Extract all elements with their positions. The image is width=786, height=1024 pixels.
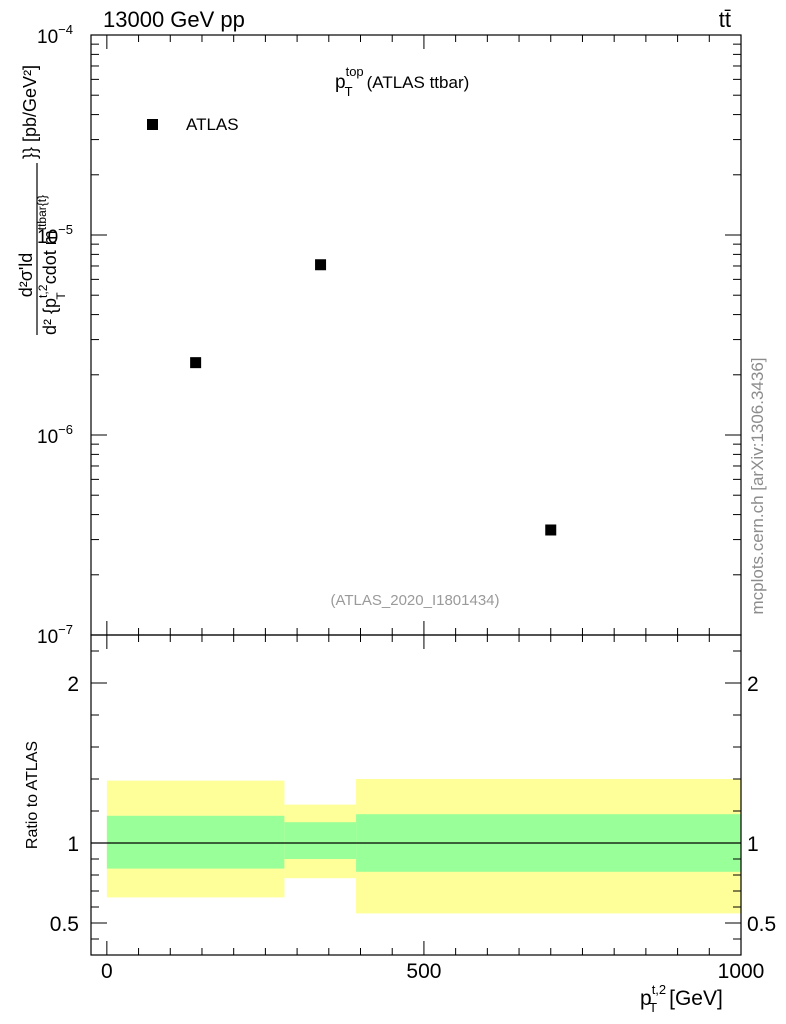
ratio-y-tick-labels-right: 0.5 1 2 — [747, 673, 776, 936]
plot-title: ptop T (ATLAS ttbar) — [335, 64, 469, 99]
ratio-y-tick-label: 2 — [747, 673, 759, 696]
data-point — [545, 524, 557, 536]
analysis-label: (ATLAS_2020_I1801434) — [330, 592, 499, 609]
main-y-tick-label-exponent: −6 — [58, 422, 73, 437]
plot-title-main: p — [335, 72, 346, 93]
main-y-tick-label-exponent: −7 — [58, 622, 73, 637]
main-y-tick-label-base: 10 — [37, 627, 58, 648]
uncertainty-band-inner — [106, 815, 285, 869]
legend-marker-atlas — [147, 119, 158, 130]
ratio-y-axis-label: Ratio to ATLAS — [24, 741, 41, 849]
y-label-den-a: d² {p — [40, 298, 60, 335]
main-y-tick-label-base: 10 — [37, 227, 58, 248]
main-y-tick-label-exponent: −4 — [58, 22, 73, 37]
x-tick-label: 0 — [101, 960, 113, 983]
legend-label-atlas: ATLAS — [186, 115, 239, 134]
y-label-den-a-sup: t,2 — [36, 284, 50, 298]
x-tick-labels: 0 500 1000 — [101, 960, 764, 983]
main-y-tick-label-exponent: −5 — [58, 222, 73, 237]
main-y-tick-label: 10−7 — [37, 622, 73, 648]
ratio-y-tick-labels-left: 0.5 1 2 — [50, 673, 79, 936]
x-tick-label: 1000 — [718, 960, 765, 983]
main-panel: ptop T (ATLAS ttbar) ATLAS (ATLAS_2020_I18… — [16, 22, 742, 648]
ratio-y-tick-label: 0.5 — [747, 913, 776, 936]
data-point — [315, 259, 327, 271]
energy-label: 13000 GeV pp — [103, 7, 245, 32]
main-y-tick-label: 10−6 — [37, 422, 73, 448]
ratio-y-tick-label: 1 — [67, 833, 79, 856]
uncertainty-band-inner — [284, 822, 357, 859]
plot-title-rest: (ATLAS ttbar) — [367, 73, 470, 92]
y-label-den-a-sub: T — [54, 292, 68, 300]
side-label: mcplots.cern.ch [arXiv:1306.3436] — [748, 357, 767, 614]
plot-title-sup: top — [346, 64, 364, 79]
plot-title-sub: T — [345, 84, 353, 99]
data-points — [190, 259, 557, 536]
x-axis-label: pt,2 T [GeV] — [640, 982, 723, 1015]
ratio-y-tick-label: 1 — [747, 833, 759, 856]
process-label: tt̄ — [719, 7, 731, 32]
x-tick-label: 500 — [406, 960, 441, 983]
y-label-tail: }} [pb/GeV²] — [20, 65, 40, 159]
y-label-numerator: d²σ'ld — [16, 253, 36, 298]
x-label-sup: t,2 — [652, 982, 666, 997]
main-y-tick-label: 10−4 — [37, 22, 73, 48]
main-y-tick-label-base: 10 — [37, 427, 58, 448]
y-label-den-b-sup: ttbar{t} — [35, 195, 49, 230]
x-label-sub: T — [649, 1000, 657, 1015]
ratio-y-tick-label: 2 — [67, 673, 79, 696]
main-y-tick-label: 10−5 — [37, 222, 73, 248]
y-label-denominator: d² {pt,2 Tcdot mttbar{t} — [35, 195, 68, 335]
main-y-tick-label-base: 10 — [37, 27, 58, 48]
main-y-axis-label: d²σ'ld d² {pt,2 Tcdot mttbar{t} }} [pb/Ge… — [16, 65, 68, 335]
ratio-axis-ticks — [91, 635, 742, 955]
y-label-den-b: cdot m — [40, 230, 60, 284]
ratio-frame — [90, 634, 742, 956]
ratio-panel: 0.5 1 2 0.5 1 2 0 500 1000 Ratio to ATLAS pt,2… — [24, 634, 776, 1015]
uncertainty-bands — [106, 779, 741, 914]
x-label-main: p — [640, 987, 652, 1010]
x-label-unit: [GeV] — [669, 987, 723, 1010]
ratio-y-tick-label: 0.5 — [50, 913, 79, 936]
main-y-tick-labels: 10−710−610−510−4 — [37, 22, 73, 648]
data-point — [190, 357, 202, 369]
